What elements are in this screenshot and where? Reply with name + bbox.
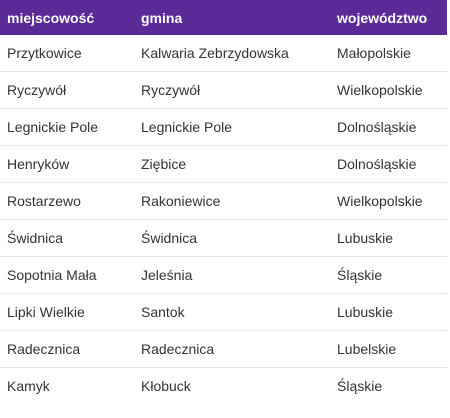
table-row: Ryczywół Ryczywół Wielkopolskie [0, 71, 447, 109]
cell-commune: Świdnica [134, 219, 330, 257]
locations-table: miejscowość gmina województwo Przytkowic… [0, 0, 447, 404]
cell-commune: Ziębice [134, 145, 330, 183]
column-header-voivodeship: województwo [330, 0, 447, 35]
cell-commune: Legnickie Pole [134, 108, 330, 146]
cell-voivodeship: Śląskie [330, 256, 447, 294]
table-header: miejscowość gmina województwo [0, 0, 447, 35]
table-row: Kamyk Kłobuck Śląskie [0, 368, 447, 405]
cell-town: Kamyk [7, 378, 50, 394]
cell-commune: Kalwaria Zebrzydowska [134, 35, 330, 72]
cell-town: Świdnica [0, 219, 134, 257]
cell-commune: Ryczywół [134, 71, 330, 109]
cell-commune: Rakoniewice [134, 182, 330, 220]
cell-town: Legnickie Pole [0, 108, 134, 146]
cell-town: Ryczywół [0, 71, 134, 109]
cell-town: Przytkowice [0, 35, 134, 72]
cell-voivodeship: Śląskie [337, 378, 383, 394]
cell-voivodeship: Dolnośląskie [330, 108, 447, 146]
table-row: Legnickie Pole Legnickie Pole Dolnośląsk… [0, 108, 447, 146]
cell-town: Rostarzewo [0, 182, 134, 220]
table-row: Sopotnia Mała Jeleśnia Śląskie [0, 256, 447, 294]
table-row: Rostarzewo Rakoniewice Wielkopolskie [0, 182, 447, 220]
cell-commune: Jeleśnia [134, 256, 330, 294]
table-header-row: miejscowość gmina województwo [0, 0, 447, 35]
table-row: Lipki Wielkie Santok Lubuskie [0, 293, 447, 331]
cell-commune: Kłobuck [141, 378, 191, 394]
table-row: Przytkowice Kalwaria Zebrzydowska Małopo… [0, 35, 447, 72]
cell-voivodeship: Lubuskie [330, 293, 447, 331]
cell-voivodeship: Dolnośląskie [330, 145, 447, 183]
cell-voivodeship: Małopolskie [330, 35, 447, 72]
cell-town: Sopotnia Mała [0, 256, 134, 294]
cell-commune: Santok [134, 293, 330, 331]
cell-voivodeship: Lubelskie [330, 330, 447, 368]
cell-voivodeship: Wielkopolskie [330, 71, 447, 109]
column-header-commune: gmina [134, 0, 330, 35]
cell-voivodeship: Wielkopolskie [330, 182, 447, 220]
cell-commune: Radecznica [134, 330, 330, 368]
column-header-town: miejscowość [0, 0, 134, 35]
table-body: Przytkowice Kalwaria Zebrzydowska Małopo… [0, 35, 447, 404]
cell-town: Radecznica [0, 330, 134, 368]
table-row: Radecznica Radecznica Lubelskie [0, 330, 447, 368]
cell-town: Lipki Wielkie [0, 293, 134, 331]
cell-voivodeship: Lubuskie [330, 219, 447, 257]
cell-town: Henryków [0, 145, 134, 183]
table-row: Henryków Ziębice Dolnośląskie [0, 145, 447, 183]
table-row: Świdnica Świdnica Lubuskie [0, 219, 447, 257]
